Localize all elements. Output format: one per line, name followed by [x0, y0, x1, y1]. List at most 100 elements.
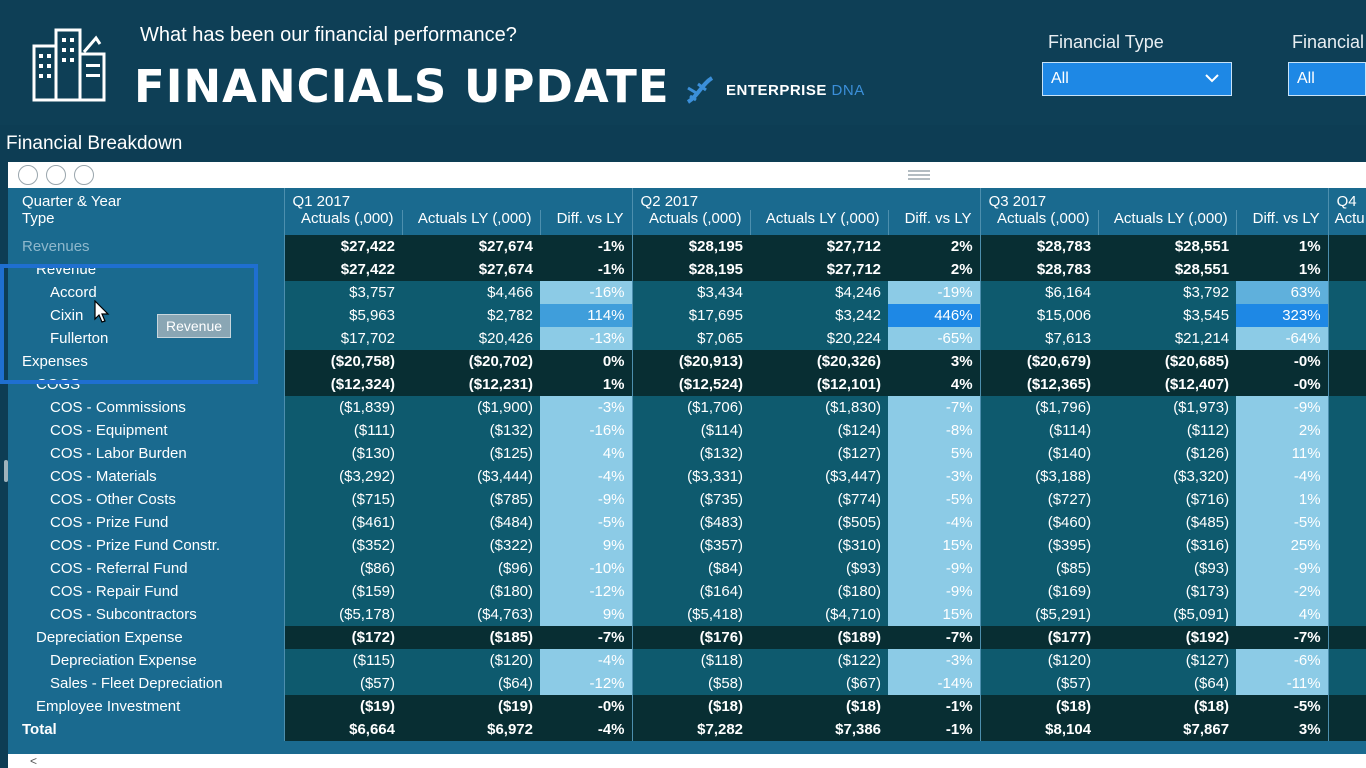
value-cell: $4,466: [402, 281, 540, 304]
column-header[interactable]: Actu: [1334, 210, 1365, 227]
quarter-header[interactable]: Q3 2017: [980, 188, 1329, 210]
row-label[interactable]: COS - Subcontractors: [8, 603, 285, 626]
table-row[interactable]: Depreciation Expense ($115) ($120) -4% ($118…: [8, 649, 1366, 672]
vertical-scroll-thumb[interactable]: [4, 460, 8, 482]
table-row[interactable]: COS - Prize Fund ($461) ($484) -5% ($483) ($5…: [8, 511, 1366, 534]
value-cell: $2,782: [402, 304, 540, 327]
table-row[interactable]: Employee Investment ($19) ($19) -0% ($18) ($1…: [8, 695, 1366, 718]
horizontal-scrollbar[interactable]: <: [8, 754, 1366, 768]
diff-value-cell: -3%: [888, 649, 981, 672]
table-row[interactable]: COS - Materials ($3,292) ($3,444) -4% ($3,33…: [8, 465, 1366, 488]
row-label[interactable]: COS - Commissions: [8, 396, 285, 419]
table-row[interactable]: Revenue $27,422 $27,674 -1% $28,195 $27,712 2%…: [8, 258, 1366, 281]
quarter-header[interactable]: Q4: [1336, 193, 1357, 210]
row-label[interactable]: COS - Other Costs: [8, 488, 285, 511]
row-label[interactable]: Accord: [8, 281, 285, 304]
value-cell: ($483): [632, 511, 751, 534]
table-row[interactable]: COS - Subcontractors ($5,178) ($4,763) 9% ($…: [8, 603, 1366, 626]
column-header[interactable]: Diff. vs LY: [540, 210, 633, 235]
value-cell: [1328, 465, 1366, 488]
column-header[interactable]: Actuals LY (,000): [402, 210, 541, 235]
report-header: What has been our financial performance?…: [0, 0, 1366, 125]
table-row[interactable]: COGS ($12,324) ($12,231) 1% ($12,524) ($12,10…: [8, 373, 1366, 396]
row-label[interactable]: Employee Investment: [8, 695, 285, 718]
value-cell: ($460): [980, 511, 1099, 534]
row-label[interactable]: Revenues: [8, 235, 285, 258]
column-header[interactable]: Actuals LY (,000): [750, 210, 889, 235]
table-row[interactable]: Total $6,664 $6,972 -4% $7,282 $7,386 -1% $8,10…: [8, 718, 1366, 741]
quarter-header[interactable]: Q2 2017: [632, 188, 981, 210]
value-cell: ($57): [980, 672, 1099, 695]
drill-up-icon[interactable]: [18, 165, 38, 185]
column-header[interactable]: Actuals LY (,000): [1098, 210, 1237, 235]
table-row[interactable]: Cixin $5,963 $2,782 114% $17,695 $3,242 446% $1…: [8, 304, 1366, 327]
table-row[interactable]: COS - Repair Fund ($159) ($180) -12% ($164)(…: [8, 580, 1366, 603]
diff-value-cell: -4%: [540, 465, 633, 488]
diff-value-cell: -2%: [1236, 580, 1329, 603]
column-header[interactable]: Diff. vs LY: [1236, 210, 1329, 235]
value-cell: $28,551: [1098, 258, 1237, 281]
value-cell: ($115): [284, 649, 402, 672]
column-header[interactable]: Actuals (,000): [284, 210, 403, 235]
row-label[interactable]: COS - Materials: [8, 465, 285, 488]
row-label[interactable]: COS - Prize Fund Constr.: [8, 534, 285, 557]
quarter-header[interactable]: Q1 2017: [284, 188, 633, 210]
row-label[interactable]: COS - Labor Burden: [8, 442, 285, 465]
drag-handle-icon[interactable]: [908, 168, 930, 182]
diff-value-cell: 323%: [1236, 304, 1329, 327]
filter-financial-select[interactable]: All: [1288, 62, 1366, 96]
value-cell: $28,195: [632, 258, 751, 281]
value-cell: $7,867: [1098, 718, 1237, 741]
diff-value-cell: -4%: [888, 511, 981, 534]
row-label[interactable]: Revenue: [8, 258, 285, 281]
value-cell: ($716): [1098, 488, 1237, 511]
table-row[interactable]: COS - Equipment ($111) ($132) -16% ($114) ($1…: [8, 419, 1366, 442]
value-cell: ($120): [402, 649, 540, 672]
value-cell: ($93): [1098, 557, 1237, 580]
value-cell: $27,712: [750, 258, 889, 281]
value-cell: $3,792: [1098, 281, 1237, 304]
value-cell: ($96): [402, 557, 540, 580]
row-label[interactable]: COS - Repair Fund: [8, 580, 285, 603]
table-row[interactable]: COS - Referral Fund ($86) ($96) -10% ($84) ($…: [8, 557, 1366, 580]
value-cell: $17,695: [632, 304, 751, 327]
value-cell: $4,246: [750, 281, 889, 304]
financial-matrix-visual: Quarter & Year Q1 2017 Q2 2017 Q3 2017 Q4 Typ…: [8, 162, 1366, 768]
value-cell: [1328, 649, 1366, 672]
scroll-left-icon[interactable]: <: [30, 754, 38, 768]
table-row[interactable]: Accord $3,757 $4,466 -16% $3,434 $4,246 -19% $6…: [8, 281, 1366, 304]
row-label[interactable]: COS - Prize Fund: [8, 511, 285, 534]
expand-all-icon[interactable]: [74, 165, 94, 185]
row-label[interactable]: Sales - Fleet Depreciation: [8, 672, 285, 695]
row-label[interactable]: Total: [8, 718, 285, 741]
table-row[interactable]: COS - Labor Burden ($130) ($125) 4% ($132) ($…: [8, 442, 1366, 465]
diff-value-cell: -64%: [1236, 327, 1329, 350]
column-header[interactable]: Actuals (,000): [980, 210, 1099, 235]
filter-financial-type-select[interactable]: All: [1042, 62, 1232, 96]
row-label[interactable]: Expenses: [8, 350, 285, 373]
table-row[interactable]: COS - Prize Fund Constr. ($352) ($322) 9% ($…: [8, 534, 1366, 557]
diff-value-cell: -0%: [1236, 373, 1329, 396]
value-cell: $28,551: [1098, 235, 1237, 258]
row-label[interactable]: COS - Referral Fund: [8, 557, 285, 580]
column-header[interactable]: Actuals (,000): [632, 210, 751, 235]
table-row[interactable]: Sales - Fleet Depreciation ($57) ($64) -12%…: [8, 672, 1366, 695]
table-row[interactable]: Expenses ($20,758) ($20,702) 0% ($20,913) ($2…: [8, 350, 1366, 373]
diff-value-cell: -7%: [888, 396, 981, 419]
value-cell: ($114): [632, 419, 751, 442]
value-cell: [1328, 396, 1366, 419]
table-row[interactable]: COS - Other Costs ($715) ($785) -9% ($735) ($…: [8, 488, 1366, 511]
drill-down-all-icon[interactable]: [46, 165, 66, 185]
row-label[interactable]: Depreciation Expense: [8, 626, 285, 649]
dna-icon: [686, 76, 714, 104]
row-label[interactable]: Depreciation Expense: [8, 649, 285, 672]
diff-value-cell: -1%: [540, 235, 633, 258]
report-subtitle: What has been our financial performance?: [140, 24, 517, 46]
value-cell: [1328, 258, 1366, 281]
table-row[interactable]: COS - Commissions ($1,839) ($1,900) -3% ($1,…: [8, 396, 1366, 419]
table-row[interactable]: Revenues $27,422 $27,674 -1% $28,195 $27,712 2…: [8, 235, 1366, 258]
value-cell: ($5,291): [980, 603, 1099, 626]
row-label[interactable]: COS - Equipment: [8, 419, 285, 442]
table-row[interactable]: Depreciation Expense ($172) ($185) -7% ($176…: [8, 626, 1366, 649]
column-header[interactable]: Diff. vs LY: [888, 210, 981, 235]
